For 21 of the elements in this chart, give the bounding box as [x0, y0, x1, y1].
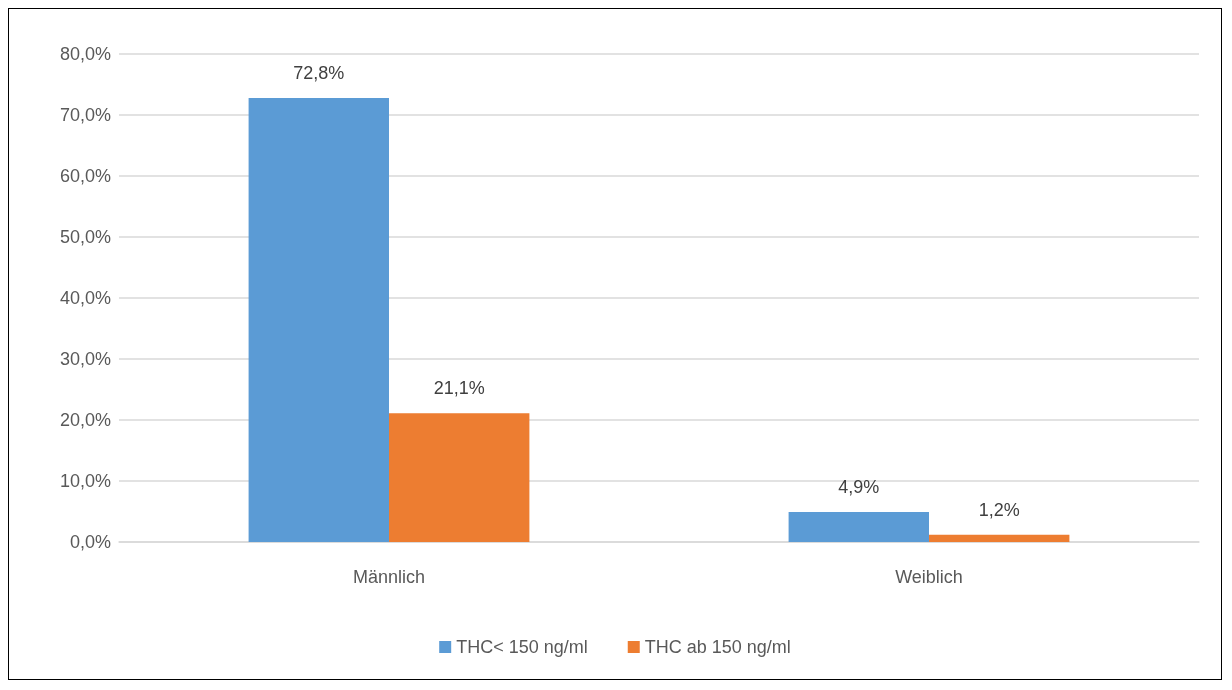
- y-tick-label: 70,0%: [59, 105, 111, 125]
- y-tick-label: 30,0%: [59, 349, 111, 369]
- data-label: 4,9%: [838, 477, 880, 498]
- bar: [929, 534, 1070, 542]
- y-tick-label: 50,0%: [59, 227, 111, 247]
- legend-label: THC< 150 ng/ml: [456, 637, 588, 657]
- bar: [248, 97, 389, 542]
- y-tick-label: 10,0%: [59, 471, 111, 491]
- y-tick-label: 0,0%: [69, 532, 111, 552]
- bar: [788, 512, 929, 542]
- x-tick-label: Weiblich: [895, 567, 963, 587]
- x-tick-label: Männlich: [352, 567, 426, 587]
- bar: [389, 413, 530, 542]
- y-tick-label: 20,0%: [59, 410, 111, 430]
- data-label: 1,2%: [978, 499, 1020, 520]
- data-label: 72,8%: [293, 62, 345, 83]
- data-label: 21,1%: [433, 378, 485, 399]
- y-tick-label: 40,0%: [59, 288, 111, 308]
- legend-label: THC ab 150 ng/ml: [644, 637, 791, 657]
- y-tick-label: 80,0%: [59, 44, 111, 64]
- y-tick-label: 60,0%: [59, 166, 111, 186]
